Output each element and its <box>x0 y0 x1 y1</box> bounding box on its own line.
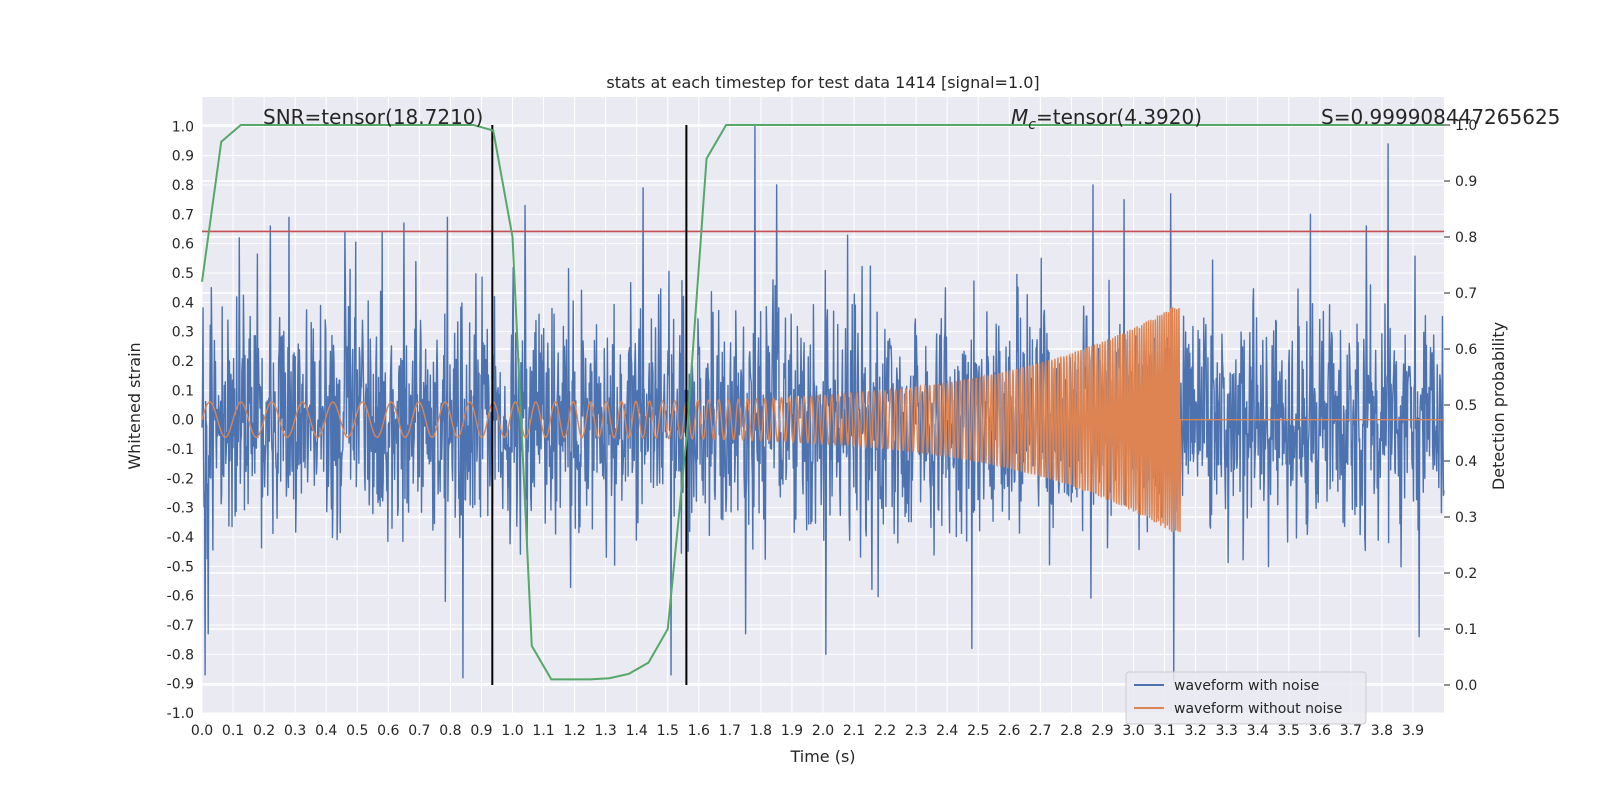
y-tick-label: 0.4 <box>172 295 194 311</box>
x-tick-label: 2.3 <box>905 723 927 739</box>
y2-tick-label: 0.8 <box>1455 230 1477 246</box>
x-tick-label: 1.9 <box>781 723 803 739</box>
y2-tick-label: 0.5 <box>1455 398 1477 414</box>
x-tick-label: 1.7 <box>719 723 741 739</box>
x-tick-label: 0.4 <box>315 723 337 739</box>
y-tick-label: -0.5 <box>167 559 194 575</box>
x-tick-label: 0.9 <box>470 723 492 739</box>
x-tick-label: 3.3 <box>1216 723 1238 739</box>
legend-box <box>1125 671 1367 725</box>
y-tick-label: -0.7 <box>167 618 194 634</box>
x-tick-label: 2.1 <box>843 723 865 739</box>
x-tick-label: 0.7 <box>408 723 430 739</box>
x-tick-label: 1.0 <box>501 723 523 739</box>
x-tick-label: 2.5 <box>967 723 989 739</box>
y2-axis-label: Detection probability <box>1489 322 1508 490</box>
y-tick-label: 0.3 <box>172 325 194 341</box>
detection-probability-series <box>201 124 1444 681</box>
x-tick-label: 2.0 <box>812 723 834 739</box>
y2-tick-label: 0.0 <box>1455 678 1477 694</box>
y-tick-label: -0.9 <box>167 677 194 693</box>
x-tick-label: 1.1 <box>532 723 554 739</box>
x-tick-label: 3.0 <box>1122 723 1144 739</box>
x-tick-label: 0.0 <box>191 723 213 739</box>
y-tick-label: 0.5 <box>172 266 194 282</box>
x-tick-label: 2.6 <box>998 723 1020 739</box>
detection-boundary-lines <box>491 125 688 685</box>
x-tick-label: 1.8 <box>750 723 772 739</box>
y-tick-label: -0.6 <box>167 589 194 605</box>
y2-tick-label: 0.9 <box>1455 174 1477 190</box>
x-axis-ticks: 0.0 0.1 0.2 0.3 0.4 0.5 0.6 0.7 0.8 0.9 1.0 1.1 1.2 1… <box>191 723 1424 739</box>
y-tick-label: 0.9 <box>172 149 194 165</box>
probability-line <box>201 124 1444 681</box>
y-tick-label: -0.2 <box>167 471 194 487</box>
x-tick-label: 3.8 <box>1371 723 1393 739</box>
x-tick-label: 3.9 <box>1402 723 1424 739</box>
clean-line <box>201 307 1444 533</box>
y-tick-label: -1.0 <box>167 706 194 722</box>
y2-tick-label: 0.2 <box>1455 566 1477 582</box>
y2-tick-label: 0.7 <box>1455 286 1477 302</box>
x-tick-label: 0.1 <box>222 723 244 739</box>
x-tick-label: 3.5 <box>1278 723 1300 739</box>
x-tick-label: 2.8 <box>1060 723 1082 739</box>
x-tick-label: 2.4 <box>936 723 958 739</box>
waveform-with-noise-series <box>201 125 1445 682</box>
x-axis-label: Time (s) <box>789 747 855 766</box>
y-tick-label: 0.1 <box>172 383 194 399</box>
y-tick-label: -0.4 <box>167 530 194 546</box>
y-tick-label: -0.8 <box>167 647 194 663</box>
x-tick-label: 0.6 <box>377 723 399 739</box>
x-tick-label: 0.3 <box>284 723 306 739</box>
x-tick-label: 3.1 <box>1153 723 1175 739</box>
chirp-mass-annotation: Mc=tensor(4.3920) <box>1011 105 1202 133</box>
score-annotation: S=0.999908447265625 <box>1321 105 1560 129</box>
y-tick-label: 0.7 <box>172 207 194 223</box>
x-tick-label: 2.2 <box>874 723 896 739</box>
y-axis-ticks: -1.0 -0.9 -0.8 -0.7 -0.6 -0.5 -0.4 -0.3 -0.2 -0.1… <box>167 119 194 722</box>
legend-label-noise: waveform with noise <box>1174 678 1319 694</box>
x-tick-label: 0.2 <box>253 723 275 739</box>
x-tick-label: 1.2 <box>563 723 585 739</box>
y2-tick-label: 0.3 <box>1455 510 1477 526</box>
waveform-without-noise-series <box>201 307 1444 533</box>
y2-tick-label: 0.4 <box>1455 454 1477 470</box>
x-tick-label: 1.5 <box>657 723 679 739</box>
x-tick-label: 2.9 <box>1091 723 1113 739</box>
y-axis-label: Whitened strain <box>125 342 144 469</box>
x-tick-label: 2.7 <box>1029 723 1051 739</box>
y2-axis-ticks: 0.0 0.1 0.2 0.3 0.4 0.5 0.6 0.7 0.8 0.9 1.0 <box>1444 118 1477 694</box>
y-tick-label: -0.3 <box>167 501 194 517</box>
x-tick-label: 3.4 <box>1247 723 1269 739</box>
chart-title: stats at each timestep for test data 141… <box>606 73 1039 92</box>
y-tick-label: 1.0 <box>172 119 194 135</box>
x-tick-label: 0.5 <box>346 723 368 739</box>
noise-line <box>201 125 1445 682</box>
x-tick-label: 3.6 <box>1309 723 1331 739</box>
legend: waveform with noise waveform without noi… <box>1125 671 1367 725</box>
x-tick-label: 3.2 <box>1184 723 1206 739</box>
y-tick-label: 0.0 <box>172 413 194 429</box>
y-tick-label: 0.6 <box>172 237 194 253</box>
x-tick-label: 3.7 <box>1340 723 1362 739</box>
x-tick-label: 1.6 <box>688 723 710 739</box>
y2-tick-label: 1.0 <box>1455 118 1477 134</box>
y-tick-label: 0.2 <box>172 354 194 370</box>
x-tick-label: 0.8 <box>439 723 461 739</box>
x-tick-label: 1.4 <box>626 723 648 739</box>
x-tick-label: 1.3 <box>595 723 617 739</box>
y-tick-label: -0.1 <box>167 442 194 458</box>
y2-tick-label: 0.1 <box>1455 622 1477 638</box>
y-tick-label: 0.8 <box>172 178 194 194</box>
snr-annotation: SNR=tensor(18.7210) <box>263 105 483 129</box>
legend-label-clean: waveform without noise <box>1174 701 1342 717</box>
y2-tick-label: 0.6 <box>1455 342 1477 358</box>
